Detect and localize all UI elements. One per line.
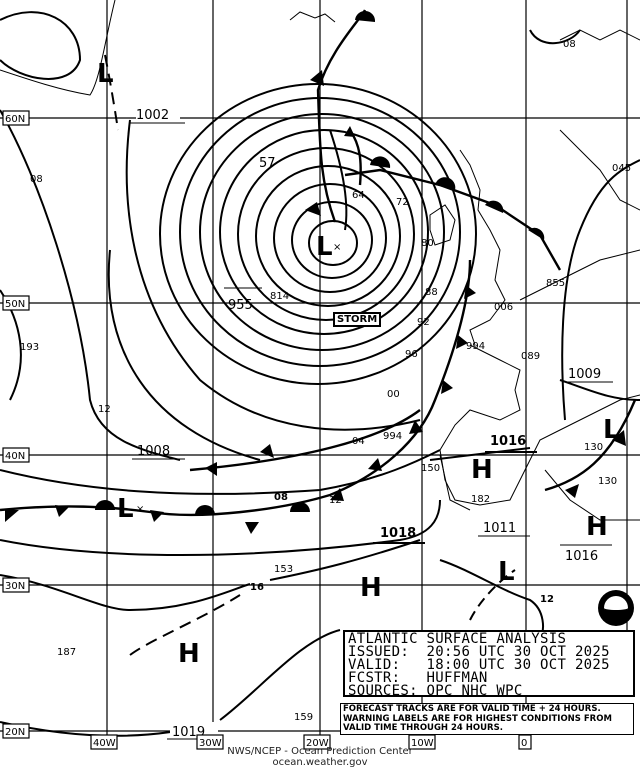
svg-text:193: 193 — [20, 342, 39, 353]
svg-text:08: 08 — [563, 39, 576, 50]
high-center-iberia: H — [471, 455, 493, 485]
noaa-logo — [598, 590, 634, 626]
coastlines — [0, 0, 640, 521]
svg-text:1009: 1009 — [568, 367, 601, 382]
credit-url[interactable]: ocean.weather.gov — [272, 757, 368, 768]
lat-lon-grid — [0, 0, 640, 740]
svg-text:50N: 50N — [5, 299, 25, 310]
svg-text:64: 64 — [352, 190, 365, 201]
svg-text:40W: 40W — [93, 738, 116, 749]
svg-text:10W: 10W — [411, 738, 434, 749]
svg-text:150: 150 — [421, 463, 440, 474]
svg-text:153: 153 — [274, 564, 293, 575]
latitude-labels: 60N 50N 40N 30N 20N — [2, 110, 30, 739]
isobars — [0, 11, 640, 737]
svg-text:30W: 30W — [199, 738, 222, 749]
svg-text:1008: 1008 — [137, 444, 170, 459]
fronts — [0, 9, 637, 534]
svg-text:089: 089 — [521, 351, 540, 362]
cold-front-west — [189, 409, 421, 472]
svg-text:60N: 60N — [5, 114, 25, 125]
credit: NWS/NCEP - Ocean Prediction Center ocean… — [180, 746, 460, 768]
svg-text:1016: 1016 — [490, 434, 526, 449]
low-center-africa: L — [498, 557, 515, 587]
forecaster: FCSTR: HUFFMAN — [348, 670, 488, 686]
svg-text:12: 12 — [329, 495, 342, 506]
svg-text:1011: 1011 — [483, 521, 516, 536]
valid-time: VALID: 18:00 UTC 30 OCT 2025 — [348, 657, 610, 673]
svg-text:72: 72 — [396, 197, 409, 208]
high-center-africa: H — [586, 512, 608, 542]
station-values: 814 193 994 994 006 089 855 045 130 130 … — [20, 163, 631, 723]
svg-text:182: 182 — [471, 494, 490, 505]
low-center-west: L — [117, 494, 134, 524]
svg-text:1016: 1016 — [565, 549, 598, 564]
issued-time: ISSUED: 20:56 UTC 30 OCT 2025 — [348, 644, 610, 660]
svg-text:187: 187 — [57, 647, 76, 658]
svg-text:20W: 20W — [306, 738, 329, 749]
storm-warning-label: STORM — [333, 312, 382, 327]
svg-text:96: 96 — [405, 349, 418, 360]
low-center-med: L — [603, 415, 620, 445]
svg-text:12: 12 — [540, 594, 554, 605]
svg-text:12: 12 — [98, 404, 111, 415]
svg-text:955: 955 — [228, 298, 253, 313]
pressure-centers: L × L × L L L H H H H — [97, 59, 620, 669]
svg-text:57: 57 — [259, 156, 276, 171]
longitude-labels: 40W 30W 20W 10W 0 — [90, 734, 532, 750]
svg-text:994: 994 — [466, 341, 485, 352]
svg-text:1002: 1002 — [136, 108, 169, 123]
title-box: ATLANTIC SURFACE ANALYSIS ISSUED: 20:56 … — [343, 630, 635, 699]
svg-text:130: 130 — [598, 476, 617, 487]
svg-text:08: 08 — [30, 174, 43, 185]
occluded-front — [316, 9, 367, 223]
svg-text:×: × — [136, 504, 144, 515]
warm-front — [344, 168, 562, 271]
sources: SOURCES: OPC NHC WPC — [348, 683, 523, 699]
svg-text:08: 08 — [274, 492, 288, 503]
forecast-note: FORECAST TRACKS ARE FOR VALID TIME + 24 … — [340, 703, 634, 735]
storm-track — [349, 129, 362, 186]
svg-text:88: 88 — [425, 287, 438, 298]
svg-text:40N: 40N — [5, 451, 25, 462]
svg-text:814: 814 — [270, 291, 289, 302]
mediterranean-front — [544, 399, 637, 492]
svg-text:30N: 30N — [5, 581, 25, 592]
svg-text:00: 00 — [387, 389, 400, 400]
low-center-storm: L — [316, 232, 333, 262]
high-center-south: H — [178, 639, 200, 669]
svg-text:159: 159 — [294, 712, 313, 723]
svg-text:006: 006 — [494, 302, 513, 313]
svg-text:130: 130 — [584, 442, 603, 453]
svg-text:92: 92 — [417, 317, 430, 328]
svg-text:×: × — [333, 242, 341, 253]
low-center-north: L — [97, 59, 114, 89]
svg-text:80: 80 — [421, 238, 434, 249]
svg-text:0: 0 — [521, 738, 527, 749]
svg-text:1018: 1018 — [380, 526, 416, 541]
svg-text:20N: 20N — [5, 727, 25, 738]
svg-text:045: 045 — [612, 163, 631, 174]
svg-text:04: 04 — [352, 436, 365, 447]
svg-text:994: 994 — [383, 431, 402, 442]
map-title: ATLANTIC SURFACE ANALYSIS — [348, 631, 567, 647]
high-center-canaries: H — [360, 573, 382, 603]
svg-text:16: 16 — [250, 582, 264, 593]
credit-line-1: NWS/NCEP - Ocean Prediction Center — [227, 746, 413, 757]
svg-text:855: 855 — [546, 278, 565, 289]
